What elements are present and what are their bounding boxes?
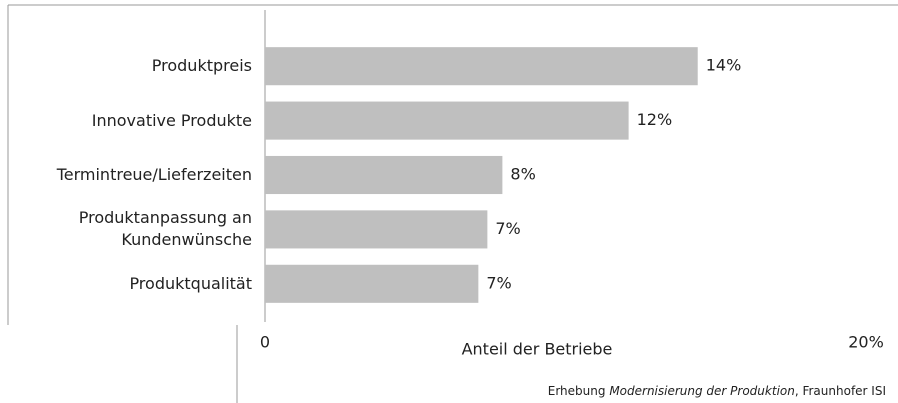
value-label: 8%	[510, 165, 535, 184]
source: Erhebung Modernisierung der Produktion, …	[548, 384, 886, 398]
bar	[265, 264, 479, 303]
bar	[265, 101, 629, 140]
value-label: 12%	[637, 110, 673, 129]
source-text: , Fraunhofer ISI	[794, 384, 886, 398]
x-tick-label: 20%	[848, 333, 884, 352]
y-tick-label: Produktanpassung an Kundenwünsche	[78, 208, 252, 250]
value-label: 7%	[486, 273, 511, 292]
y-tick-label: Innovative Produkte	[91, 110, 252, 130]
y-tick-label: Termintreue/Lieferzeiten	[56, 165, 252, 184]
bar	[265, 47, 698, 86]
y-tick-label: Produktqualität	[129, 273, 252, 293]
x-tick-label: 0	[260, 333, 270, 352]
value-label: 7%	[495, 219, 520, 238]
source-text: Erhebung	[547, 384, 610, 398]
bar	[265, 155, 503, 195]
x-axis-title: Anteil der Betriebe	[462, 340, 613, 359]
bar	[265, 210, 488, 249]
y-tick-label: Produktpreis	[151, 56, 252, 76]
value-label: 14%	[706, 56, 742, 75]
source-text: Modernisierung der Produktion	[609, 384, 795, 398]
